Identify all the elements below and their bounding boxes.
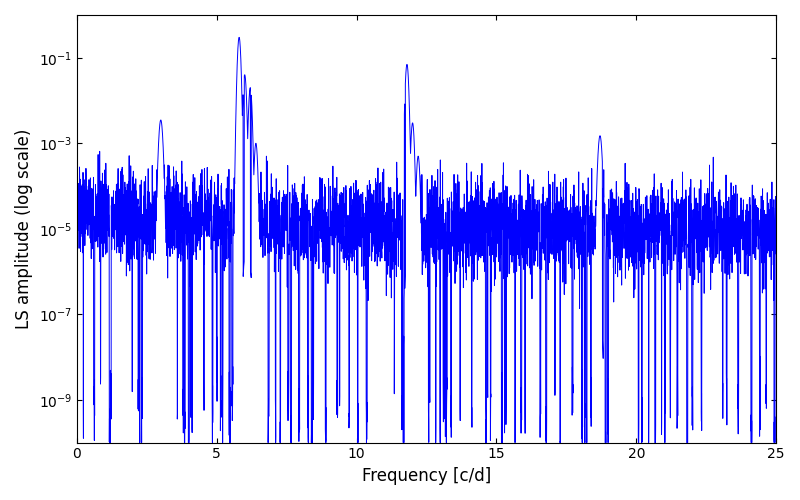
Y-axis label: LS amplitude (log scale): LS amplitude (log scale) <box>15 128 33 329</box>
X-axis label: Frequency [c/d]: Frequency [c/d] <box>362 467 491 485</box>
